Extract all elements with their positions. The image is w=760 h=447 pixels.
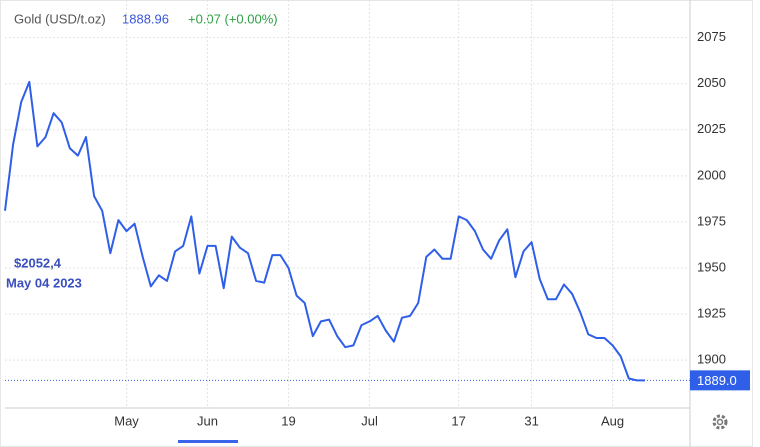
annotation-value: $2052,4 [14,255,62,270]
x-tick-label: 31 [524,413,538,428]
x-tick-label: Aug [601,413,624,428]
y-tick-label: 1925 [697,305,726,320]
x-tick-label: Jul [361,413,378,428]
x-tick-label: 19 [281,413,295,428]
y-tick-label: 2075 [697,29,726,44]
y-tick-label: 1975 [697,213,726,228]
x-tick-label: May [114,413,139,428]
price: 1888.96 [122,11,169,26]
y-tick-label: 2000 [697,167,726,182]
y-tick-label: 1900 [697,352,726,367]
last-price-label: 1889.0 [697,373,737,388]
scroll-indicator[interactable] [178,440,238,443]
price-line [4,80,645,382]
x-tick-label: 17 [451,413,465,428]
settings-icon[interactable] [712,414,728,430]
symbol: Gold (USD/t.oz) [14,11,106,26]
x-tick-label: Jun [197,413,218,428]
y-tick-label: 1950 [697,259,726,274]
annotation-date: May 04 2023 [6,275,82,290]
change: +0.07 (+0.00%) [188,11,278,26]
grid [5,0,690,408]
last-price-box [690,370,750,391]
y-tick-label: 2025 [697,121,726,136]
y-tick-label: 2050 [697,75,726,90]
